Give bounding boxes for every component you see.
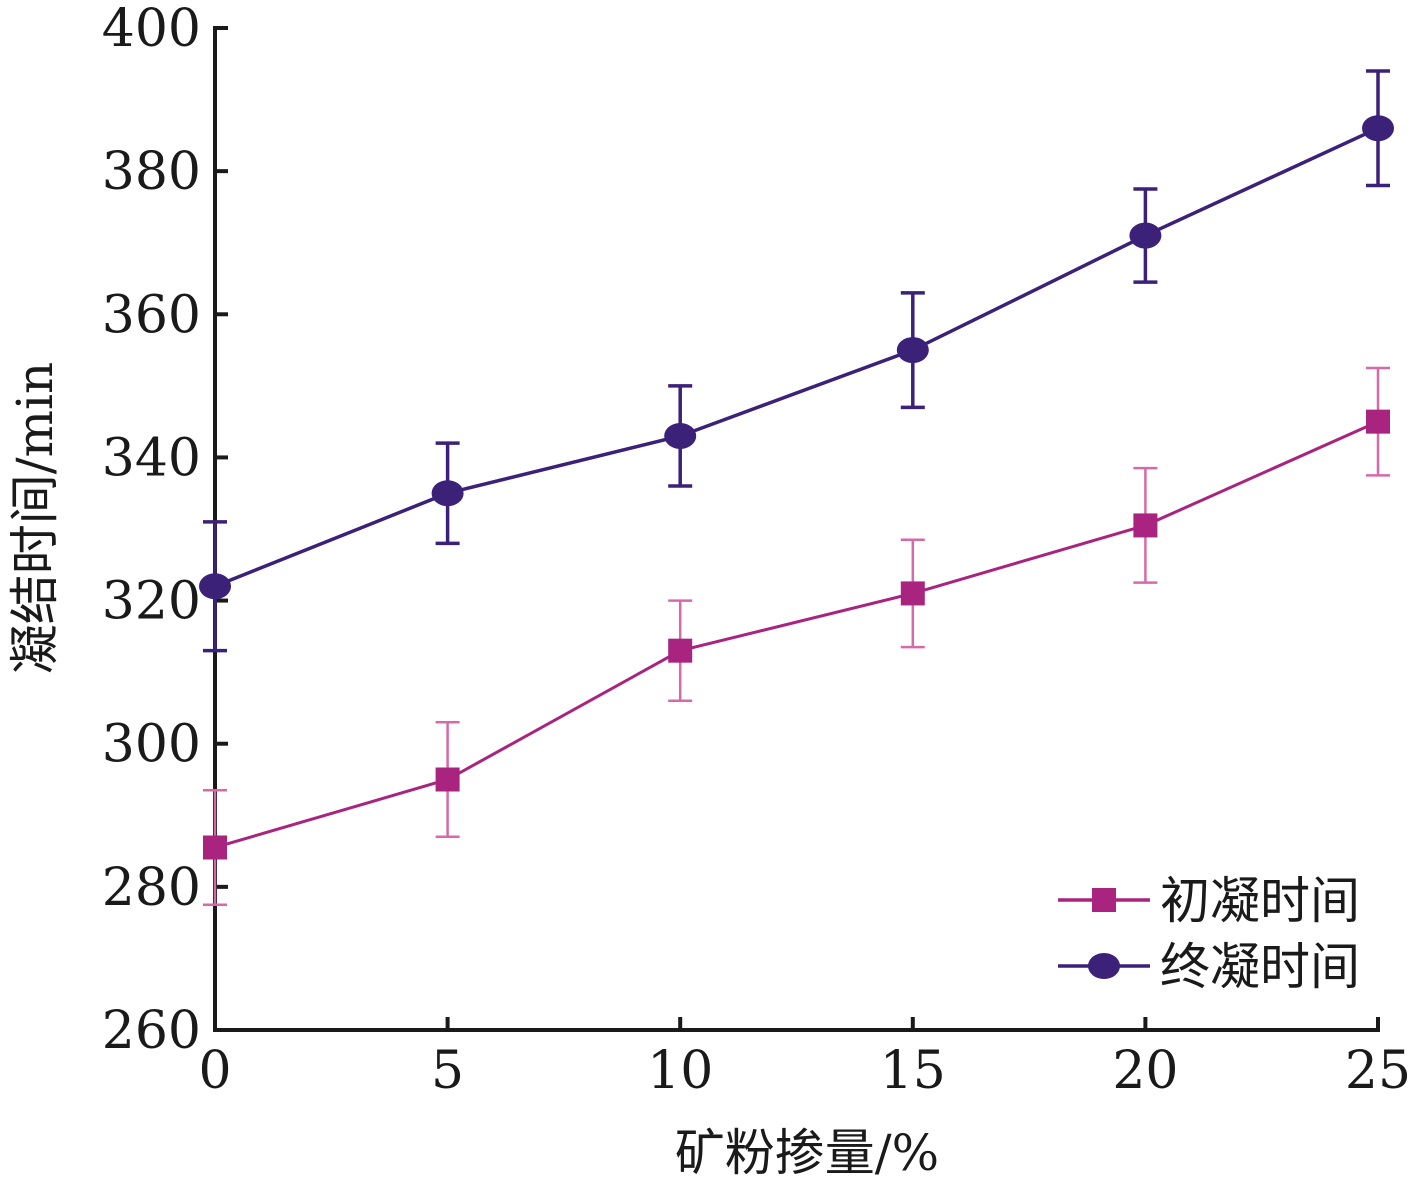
x-tick-label: 0 [198, 1041, 231, 1101]
y-tick-label: 260 [102, 1001, 201, 1061]
initial-set-point [900, 581, 925, 606]
final-set-point [431, 480, 464, 507]
axes: 260 280 300 320 340 360 380 400 0 5 10 15 20 25 [102, 0, 1411, 1101]
initial-set-point [435, 767, 460, 792]
error-bars [203, 69, 1390, 906]
series-markers [199, 115, 1394, 860]
x-tick-label: 5 [431, 1041, 464, 1101]
final-set-point [1362, 115, 1394, 142]
series-lines [214, 126, 1379, 849]
final-set-point [664, 422, 697, 449]
x-tick-label: 25 [1345, 1041, 1411, 1101]
y-tick-label: 400 [102, 0, 201, 59]
initial-set-legend-marker [1092, 888, 1116, 912]
x-tick-label: 10 [647, 1041, 713, 1101]
initial-set-point [203, 835, 227, 860]
initial-set-legend-label: 初凝时间 [1160, 872, 1360, 930]
final-set-series-line [214, 126, 1379, 588]
y-tick-label: 320 [102, 572, 201, 632]
x-axis-title: 矿粉掺量/% [675, 1124, 939, 1181]
initial-set-point [1133, 513, 1158, 538]
final-set-point [199, 573, 231, 600]
y-tick-label: 380 [102, 142, 201, 202]
x-tick-label: 20 [1112, 1041, 1178, 1101]
final-set-legend-label: 终凝时间 [1160, 938, 1360, 996]
final-set-legend-marker [1088, 953, 1120, 979]
initial-set-point [1366, 409, 1390, 434]
initial-set-series-line [214, 420, 1379, 849]
y-tick-label: 280 [102, 858, 201, 918]
y-tick-label: 300 [102, 715, 201, 775]
y-tick-label: 340 [102, 428, 201, 488]
final-set-point [896, 337, 929, 364]
x-tick-label: 15 [880, 1041, 946, 1101]
initial-set-point [668, 638, 693, 663]
y-tick-label: 360 [102, 285, 201, 345]
y-axis-title: 凝结时间/min [6, 362, 64, 674]
final-set-point [1129, 222, 1162, 249]
